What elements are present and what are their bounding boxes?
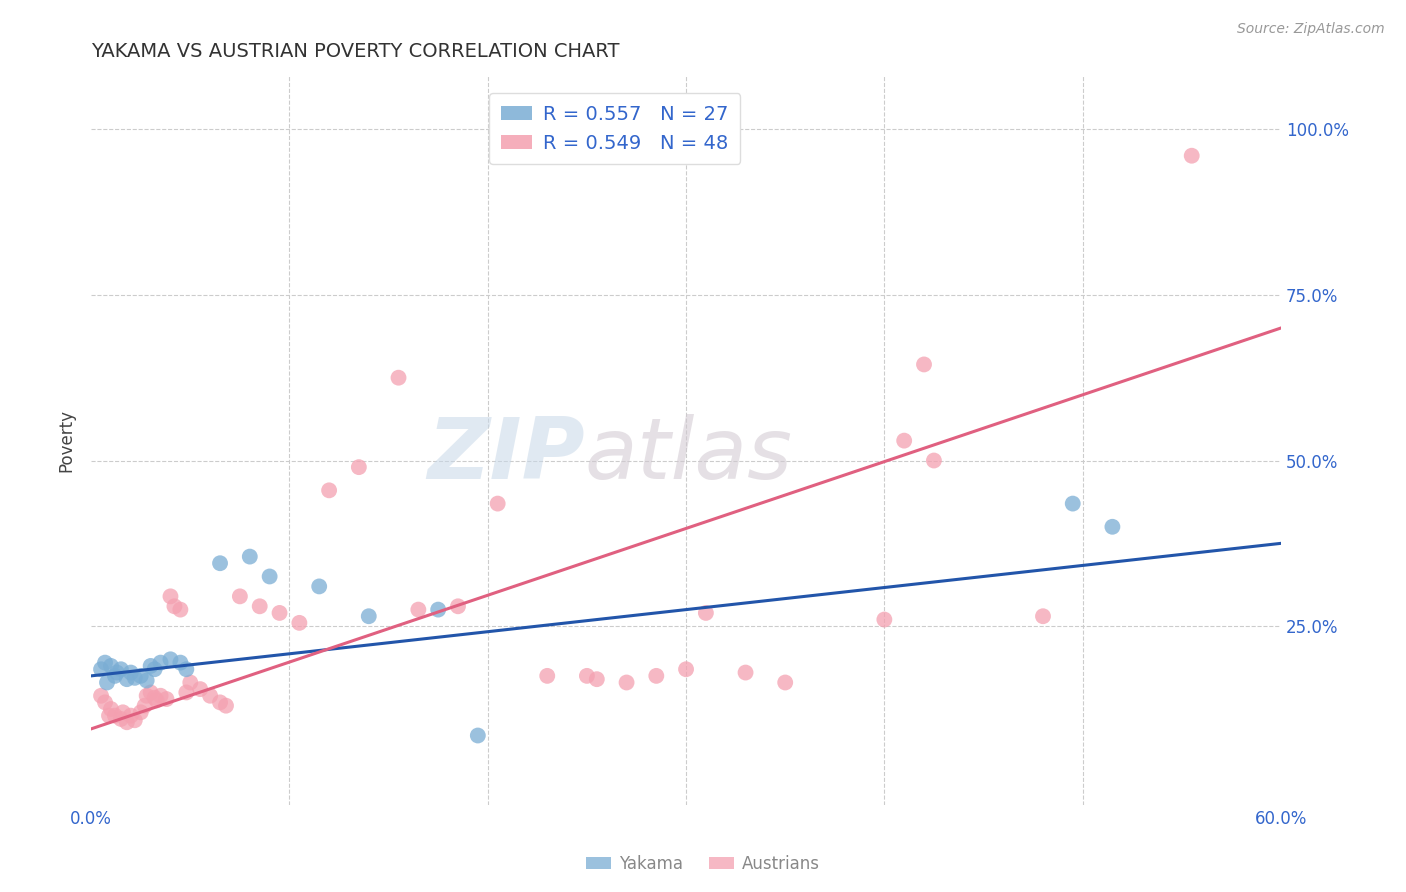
Point (155, 692, 177, 706)
Point (135, 689, 157, 703)
Point (209, 556, 232, 570)
Point (259, 569, 281, 583)
Point (124, 713, 146, 727)
Point (575, 669, 598, 683)
Point (143, 662, 166, 676)
Point (695, 606, 717, 620)
Point (176, 685, 198, 699)
Point (159, 590, 181, 604)
Point (143, 690, 166, 705)
Point (111, 706, 134, 720)
Point (100, 702, 122, 716)
Point (616, 675, 638, 690)
Point (239, 549, 262, 564)
Point (129, 706, 152, 720)
Point (198, 689, 221, 703)
Point (288, 615, 311, 630)
Point (215, 698, 238, 713)
Point (773, 675, 796, 690)
Point (467, 729, 489, 743)
Point (347, 460, 370, 475)
Point (1101, 520, 1123, 534)
Point (922, 453, 945, 467)
Point (675, 662, 697, 676)
Point (120, 708, 142, 723)
Point (105, 665, 128, 680)
Point (912, 358, 935, 372)
Point (149, 656, 172, 670)
Point (120, 665, 142, 680)
Point (893, 434, 915, 448)
Point (159, 652, 181, 666)
Text: atlas: atlas (585, 414, 793, 497)
Point (585, 672, 607, 686)
Point (734, 665, 756, 680)
Point (1032, 609, 1054, 624)
Point (135, 673, 157, 688)
Point (134, 698, 156, 713)
Point (209, 695, 232, 709)
Point (873, 613, 896, 627)
Point (249, 599, 271, 614)
Point (139, 659, 162, 673)
Point (645, 669, 668, 683)
Point (486, 497, 509, 511)
Point (408, 602, 430, 616)
Point (98, 708, 121, 723)
Point (269, 606, 291, 620)
Point (179, 675, 201, 690)
Point (1181, 149, 1204, 163)
Point (149, 689, 172, 703)
Point (96, 675, 118, 690)
Point (188, 682, 211, 697)
Point (110, 662, 132, 676)
Point (104, 708, 127, 723)
Point (169, 656, 191, 670)
Point (447, 599, 470, 614)
Point (115, 715, 138, 730)
Point (94, 695, 117, 709)
Point (104, 669, 127, 683)
Point (163, 599, 186, 614)
Point (318, 483, 340, 498)
Point (94, 656, 117, 670)
Point (536, 669, 558, 683)
Y-axis label: Poverty: Poverty (58, 409, 75, 472)
Point (229, 590, 252, 604)
Point (1062, 497, 1084, 511)
Point (427, 602, 450, 616)
Text: ZIP: ZIP (427, 414, 585, 497)
Point (100, 659, 122, 673)
Point (90, 662, 112, 676)
Point (115, 672, 138, 686)
Text: YAKAMA VS AUSTRIAN POVERTY CORRELATION CHART: YAKAMA VS AUSTRIAN POVERTY CORRELATION C… (91, 42, 620, 61)
Point (139, 685, 162, 699)
Point (176, 662, 198, 676)
Point (110, 712, 132, 726)
Point (124, 671, 146, 685)
Point (169, 602, 191, 616)
Point (145, 693, 167, 707)
Point (129, 669, 152, 683)
Point (387, 370, 409, 384)
Point (90, 689, 112, 703)
Text: Source: ZipAtlas.com: Source: ZipAtlas.com (1237, 22, 1385, 37)
Point (308, 579, 330, 593)
Point (357, 609, 380, 624)
Legend: Yakama, Austrians: Yakama, Austrians (579, 848, 827, 880)
Legend: R = 0.557   N = 27, R = 0.549   N = 48: R = 0.557 N = 27, R = 0.549 N = 48 (489, 94, 741, 164)
